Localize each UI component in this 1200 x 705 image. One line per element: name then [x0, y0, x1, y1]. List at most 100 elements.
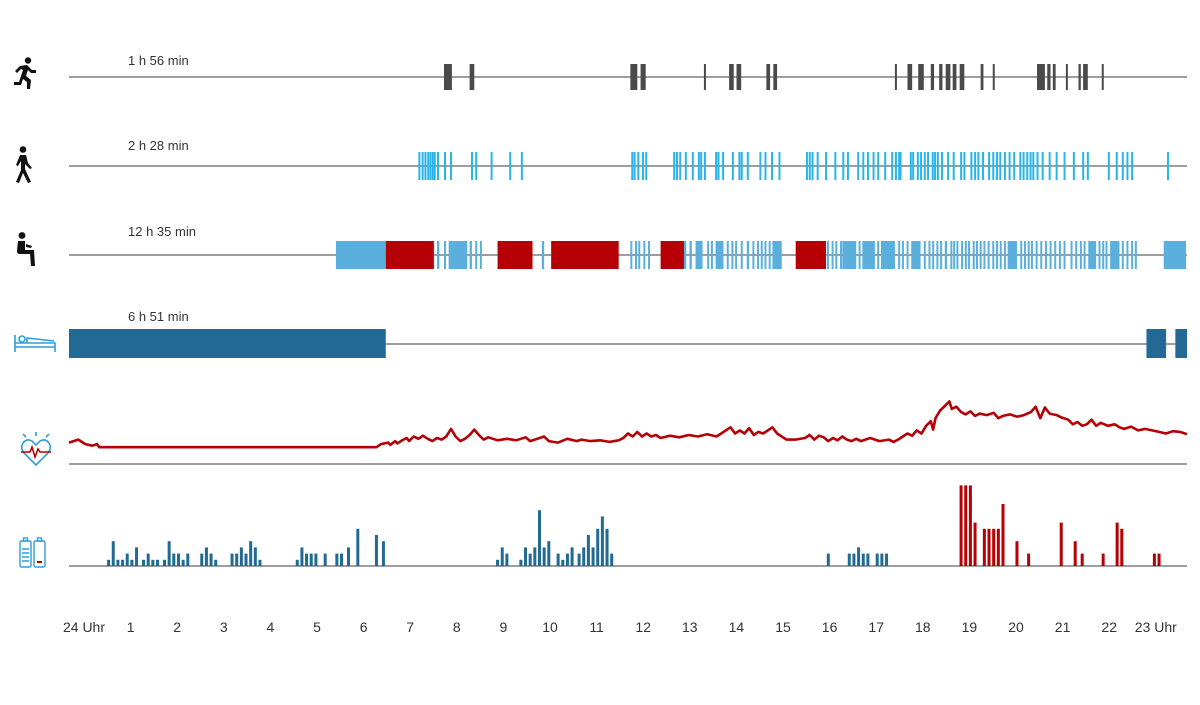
walking-segment: [764, 152, 767, 180]
battery-drain-bar: [968, 485, 972, 566]
battery-drain-bar: [1015, 541, 1019, 566]
x-tick-label: 16: [822, 619, 838, 635]
walking-segment: [1115, 152, 1118, 180]
walking-segment: [846, 152, 849, 180]
battery-charge-bar: [239, 547, 243, 566]
sitting-segment: [975, 241, 978, 269]
walking-segment: [717, 152, 720, 180]
walking-segment: [1041, 152, 1044, 180]
sitting-segment: [695, 241, 703, 269]
sitting-segment: [764, 241, 767, 269]
battery-charge-bar: [857, 547, 861, 566]
walking-segment: [444, 152, 446, 180]
battery-charge-bar: [537, 510, 541, 566]
walking-segment: [421, 152, 424, 180]
running-segment: [1047, 64, 1051, 90]
x-tick-label: 20: [1008, 619, 1024, 635]
running-segment: [980, 64, 984, 90]
sitting-segment: [479, 241, 482, 269]
sitting-segment: [1134, 241, 1137, 269]
battery-icon: [19, 537, 46, 568]
walking-segment: [427, 152, 430, 180]
walking-segment: [891, 152, 894, 180]
battery-drain-bar: [1059, 522, 1063, 566]
battery-charge-bar: [885, 553, 889, 566]
battery-charge-bar: [107, 559, 111, 566]
running-segment: [469, 64, 475, 90]
battery-charge-bar: [356, 528, 360, 566]
sitting-segment: [944, 241, 948, 269]
battery-charge-bar: [253, 547, 257, 566]
sitting-duration-label: 12 h 35 min: [128, 224, 196, 239]
walking-segment: [982, 152, 985, 180]
sitting-segment: [757, 241, 760, 269]
walking-segment: [1107, 152, 1110, 180]
sitting-segment: [911, 241, 921, 269]
activity-tracks: 1 h 56 min 2 h 28 min 12 h 35 min 6 h 51 mi…: [69, 53, 1187, 358]
battery-drain-bar: [1073, 541, 1077, 566]
sitting-segment: [772, 241, 782, 269]
sitting-segment: [1044, 241, 1047, 269]
sitting-segment: [923, 241, 926, 269]
battery-charge-bar: [596, 528, 600, 566]
sitting-segment: [839, 241, 842, 269]
battery-charge-bar: [116, 559, 120, 566]
x-tick-label: 22: [1101, 619, 1117, 635]
sitting-segment: [448, 241, 468, 269]
walking-segment: [825, 152, 828, 180]
battery-drain-bar: [1120, 528, 1124, 566]
x-tick-label: 19: [962, 619, 978, 635]
sitting-segment: [1023, 241, 1026, 269]
walking-segment: [934, 152, 937, 180]
battery-charge-bar: [340, 553, 344, 566]
sitting-segment: [953, 241, 956, 269]
walking-segment: [633, 152, 636, 180]
walking-segment: [996, 152, 999, 180]
sitting-segment: [979, 241, 982, 269]
walking-segment: [475, 152, 478, 180]
walking-segment: [877, 152, 880, 180]
walking-segment: [437, 152, 440, 180]
running-segment: [1078, 64, 1081, 90]
walking-duration-label: 2 h 28 min: [128, 138, 189, 153]
battery-drain-bar: [996, 528, 1000, 566]
running-segment: [630, 64, 638, 90]
x-tick-label: 21: [1055, 619, 1071, 635]
walking-segment: [988, 152, 991, 180]
sleep-duration-label: 6 h 51 min: [128, 309, 189, 324]
battery-charge-bar: [605, 528, 609, 566]
sitting-segment: [898, 241, 901, 269]
x-tick-label: 11: [589, 619, 604, 635]
sitting-segment: [1049, 241, 1052, 269]
walking-segment: [960, 152, 963, 180]
sitting-segment: [1083, 241, 1086, 269]
walking-segment: [673, 152, 676, 180]
running-segment: [1083, 64, 1088, 90]
battery-charge-bar: [125, 553, 129, 566]
walking-segment: [697, 152, 700, 180]
walking-segment: [631, 152, 634, 180]
walking-person-icon: [16, 146, 32, 183]
battery-panel: [69, 485, 1187, 567]
walking-segment: [731, 152, 734, 180]
sitting-segment: [1098, 241, 1101, 269]
walking-segment: [894, 152, 897, 180]
walking-segment: [679, 152, 682, 180]
battery-charge-bar: [570, 547, 574, 566]
running-segment: [1037, 64, 1045, 90]
sitting-segment: [1035, 241, 1038, 269]
running-segment: [930, 64, 935, 90]
running-segment: [894, 64, 897, 90]
battery-charge-bar: [875, 553, 879, 566]
battery-drain-bar: [1101, 553, 1105, 566]
running-segment: [907, 64, 913, 90]
walking-segment: [509, 152, 512, 180]
walking-segment: [811, 152, 814, 180]
sitting-segment: [1163, 241, 1187, 269]
sitting-segment: [643, 241, 646, 269]
walking-segment: [429, 152, 432, 180]
walking-segment: [1032, 152, 1035, 180]
walking-segment: [834, 152, 837, 180]
sitting-segment: [936, 241, 939, 269]
running-segment: [939, 64, 943, 90]
